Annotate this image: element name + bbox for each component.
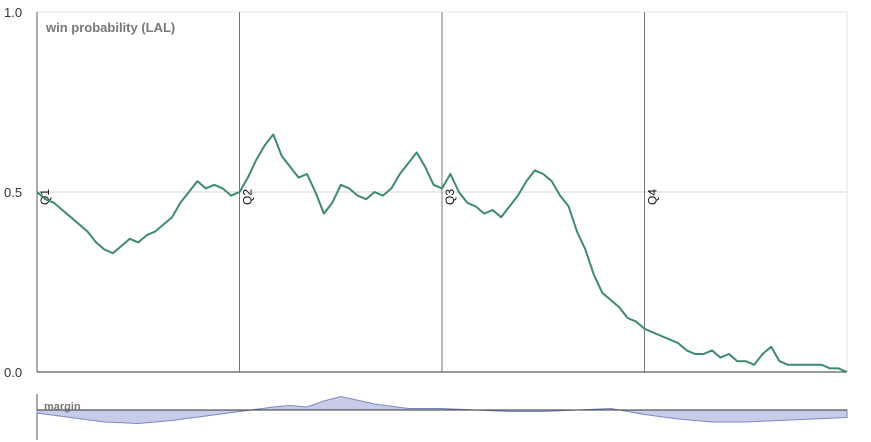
quarter-label-q1: Q1 bbox=[38, 189, 52, 205]
win-probability-line bbox=[36, 133, 848, 373]
quarter-label-q4: Q4 bbox=[646, 189, 660, 205]
chart-title: win probability (LAL) bbox=[45, 20, 175, 35]
quarter-label-q3: Q3 bbox=[443, 189, 457, 205]
y-tick-05: 0.5 bbox=[4, 185, 22, 200]
quarter-markers: Q1 Q2 Q3 Q4 bbox=[38, 12, 660, 372]
y-tick-1: 1.0 bbox=[4, 5, 22, 20]
margin-label: margin bbox=[44, 401, 81, 413]
quarter-label-q2: Q2 bbox=[241, 189, 255, 205]
y-tick-0: 0.0 bbox=[4, 365, 22, 380]
